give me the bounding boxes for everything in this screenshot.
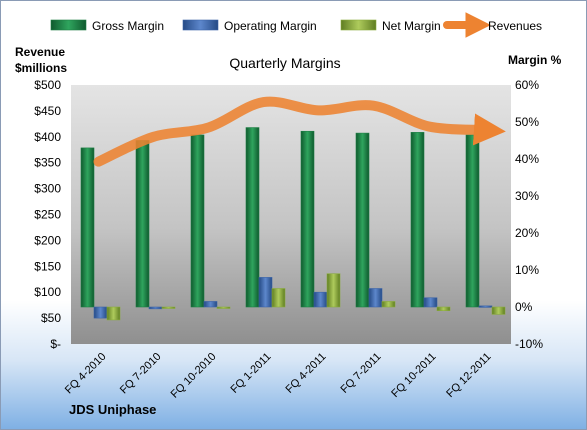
bar-operating-margin-fq-12-2011 xyxy=(478,305,493,308)
right-axis-tick-label: 60% xyxy=(515,78,539,92)
right-axis-tick-label: 20% xyxy=(515,226,539,240)
bar-gross-margin-fq-1-2011 xyxy=(245,127,260,308)
bar-gross-margin-fq-10-2010 xyxy=(190,134,205,308)
bar-gross-margin-fq-7-2011 xyxy=(355,132,370,308)
bar-net-margin-fq-12-2011 xyxy=(491,306,506,315)
legend-swatch-operating-margin xyxy=(182,19,219,31)
left-axis-tick-label: $500 xyxy=(34,78,61,92)
bar-net-margin-fq-1-2011 xyxy=(271,288,286,308)
bar-net-margin-fq-10-2010 xyxy=(216,306,231,309)
right-axis-tick-label: 10% xyxy=(515,263,539,277)
bar-net-margin-fq-7-2010 xyxy=(161,306,176,309)
category-label: FQ 4-2011 xyxy=(284,351,329,396)
left-axis-title-line1: Revenue xyxy=(15,45,65,59)
bar-net-margin-fq-4-2011 xyxy=(326,273,341,308)
right-axis-tick-label: 50% xyxy=(515,115,539,129)
left-axis-tick-label: $250 xyxy=(34,208,61,222)
left-axis-tick-label: $450 xyxy=(34,104,61,118)
bar-gross-margin-fq-4-2010 xyxy=(80,147,95,308)
left-axis-tick-label: $300 xyxy=(34,182,61,196)
bar-net-margin-fq-10-2011 xyxy=(436,306,451,311)
left-axis-tick-label: $50 xyxy=(41,311,61,325)
bar-operating-margin-fq-4-2010 xyxy=(93,306,108,319)
category-label: FQ 12-2011 xyxy=(444,351,493,400)
left-axis-tick-label: $200 xyxy=(34,233,61,247)
bar-operating-margin-fq-1-2011 xyxy=(258,277,273,308)
category-label: FQ 4-2010 xyxy=(63,351,109,397)
legend-label-gross-margin: Gross Margin xyxy=(92,19,164,33)
category-label: FQ 10-2011 xyxy=(389,351,438,400)
legend-swatch-gross-margin xyxy=(50,19,87,31)
left-axis-tick-label: $150 xyxy=(34,259,61,273)
category-label: FQ 7-2011 xyxy=(339,351,384,396)
category-label: FQ 7-2010 xyxy=(118,351,164,397)
right-axis-tick-label: -10% xyxy=(515,337,543,351)
right-axis-tick-label: 40% xyxy=(515,152,539,166)
company-label: JDS Uniphase xyxy=(69,402,156,417)
bar-gross-margin-fq-12-2011 xyxy=(465,134,480,308)
left-axis-tick-label: $100 xyxy=(34,285,61,299)
right-axis-title: Margin % xyxy=(508,53,562,67)
bar-net-margin-fq-4-2010 xyxy=(106,306,121,321)
legend: Gross Margin Operating Margin Net Margin Re… xyxy=(50,12,542,38)
bar-gross-margin-fq-10-2011 xyxy=(410,132,425,308)
legend-label-operating-margin: Operating Margin xyxy=(224,19,317,33)
left-axis-tick-label: $400 xyxy=(34,130,61,144)
bar-operating-margin-fq-4-2011 xyxy=(313,291,328,308)
right-axis: -10% 0% 10% 20% 30% 40% 50% 60% xyxy=(515,78,543,351)
right-axis-tick-label: 30% xyxy=(515,189,539,203)
category-axis: FQ 4-2010 FQ 7-2010 FQ 10-2010 FQ 1-2011 FQ … xyxy=(63,351,494,401)
right-axis-tick-label: 0% xyxy=(515,300,533,314)
left-axis-title-line2: $millions xyxy=(15,61,67,75)
legend-label-revenues: Revenues xyxy=(488,19,542,33)
bar-net-margin-fq-7-2011 xyxy=(381,301,396,308)
left-axis-tick-label: $- xyxy=(50,337,61,351)
legend-label-net-margin: Net Margin xyxy=(382,19,441,33)
bar-operating-margin-fq-7-2011 xyxy=(368,288,383,308)
bar-gross-margin-fq-7-2010 xyxy=(135,140,150,308)
bar-operating-margin-fq-7-2010 xyxy=(148,306,163,310)
category-label: FQ 1-2011 xyxy=(229,351,274,396)
line-revenues xyxy=(93,96,506,167)
bar-operating-margin-fq-10-2010 xyxy=(203,301,218,308)
category-label: FQ 10-2010 xyxy=(169,351,219,401)
chart-title: Quarterly Margins xyxy=(229,55,340,71)
left-axis-tick-label: $350 xyxy=(34,156,61,170)
left-axis: $- $50 $100 $150 $200 $250 $300 $350 $400 $450 $50… xyxy=(34,78,61,351)
bar-operating-margin-fq-10-2011 xyxy=(423,297,438,308)
legend-swatch-net-margin xyxy=(340,19,377,31)
line-series xyxy=(93,96,506,167)
bar-gross-margin-fq-4-2011 xyxy=(300,130,315,308)
bar-series xyxy=(80,127,506,321)
